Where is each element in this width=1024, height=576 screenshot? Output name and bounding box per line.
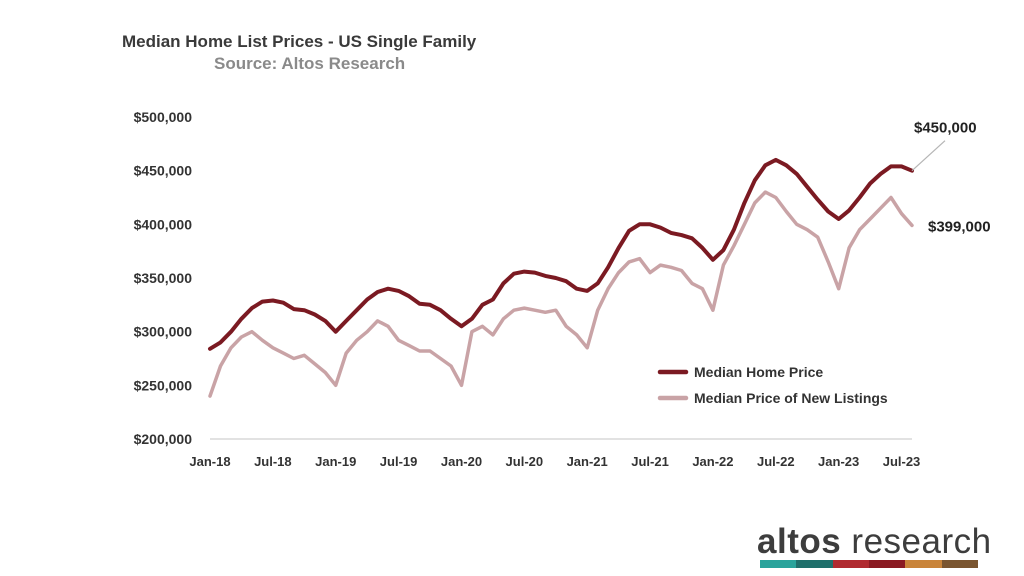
series-group	[208, 157, 914, 398]
x-tick-label: Jul-18	[254, 454, 292, 469]
logo-stripe-segment	[832, 560, 869, 568]
x-axis: Jan-18 Jul-18 Jan-19 Jul-19 Jan-20 Jul-20 Jan-…	[189, 454, 920, 469]
x-tick-label: Jul-22	[757, 454, 795, 469]
x-tick-label: Jan-21	[567, 454, 608, 469]
chart-subtitle: Source: Altos Research	[214, 54, 406, 73]
y-tick-label: $250,000	[134, 377, 193, 393]
altos-research-logo: altos research	[757, 523, 992, 561]
series-line-median-price-of-new-listings	[208, 190, 914, 398]
x-tick-label: Jan-20	[441, 454, 482, 469]
legend-label: Median Price of New Listings	[694, 390, 888, 406]
chart-title: Median Home List Prices - US Single Fami…	[122, 32, 477, 51]
callouts: $450,000 $399,000	[911, 120, 991, 235]
logo-stripe-segment	[905, 560, 942, 568]
callout-leader-line	[911, 140, 946, 172]
x-tick-label: Jul-19	[380, 454, 418, 469]
line-chart: $200,000 $250,000 $300,000 $350,000 $400,000…	[134, 109, 991, 469]
legend-label: Median Home Price	[694, 364, 823, 380]
y-axis: $200,000 $250,000 $300,000 $350,000 $400,000…	[134, 109, 193, 447]
x-tick-label: Jul-21	[631, 454, 669, 469]
x-tick-label: Jan-22	[692, 454, 733, 469]
y-tick-label: $350,000	[134, 270, 193, 286]
series-line-median-home-price	[208, 157, 914, 351]
x-tick-label: Jan-19	[315, 454, 356, 469]
callout-label: $450,000	[914, 120, 977, 137]
x-tick-label: Jul-20	[506, 454, 544, 469]
logo-stripe-segment	[760, 560, 797, 568]
x-tick-label: Jan-18	[189, 454, 230, 469]
legend: Median Home Price Median Price of New Lis…	[657, 364, 888, 406]
y-tick-label: $300,000	[134, 324, 193, 340]
logo-stripe-segment	[796, 560, 833, 568]
x-tick-label: Jan-23	[818, 454, 859, 469]
y-tick-label: $400,000	[134, 216, 193, 232]
x-tick-label: Jul-23	[883, 454, 921, 469]
logo-text-bold: altos	[757, 522, 842, 561]
y-tick-label: $200,000	[134, 431, 193, 447]
y-tick-label: $450,000	[134, 163, 193, 179]
logo-stripe-segment	[868, 560, 906, 568]
logo-color-stripe	[760, 560, 978, 568]
y-tick-label: $500,000	[134, 109, 193, 125]
callout-label: $399,000	[928, 218, 991, 235]
logo-text-light: research	[841, 522, 992, 561]
logo-stripe-segment	[941, 560, 978, 568]
